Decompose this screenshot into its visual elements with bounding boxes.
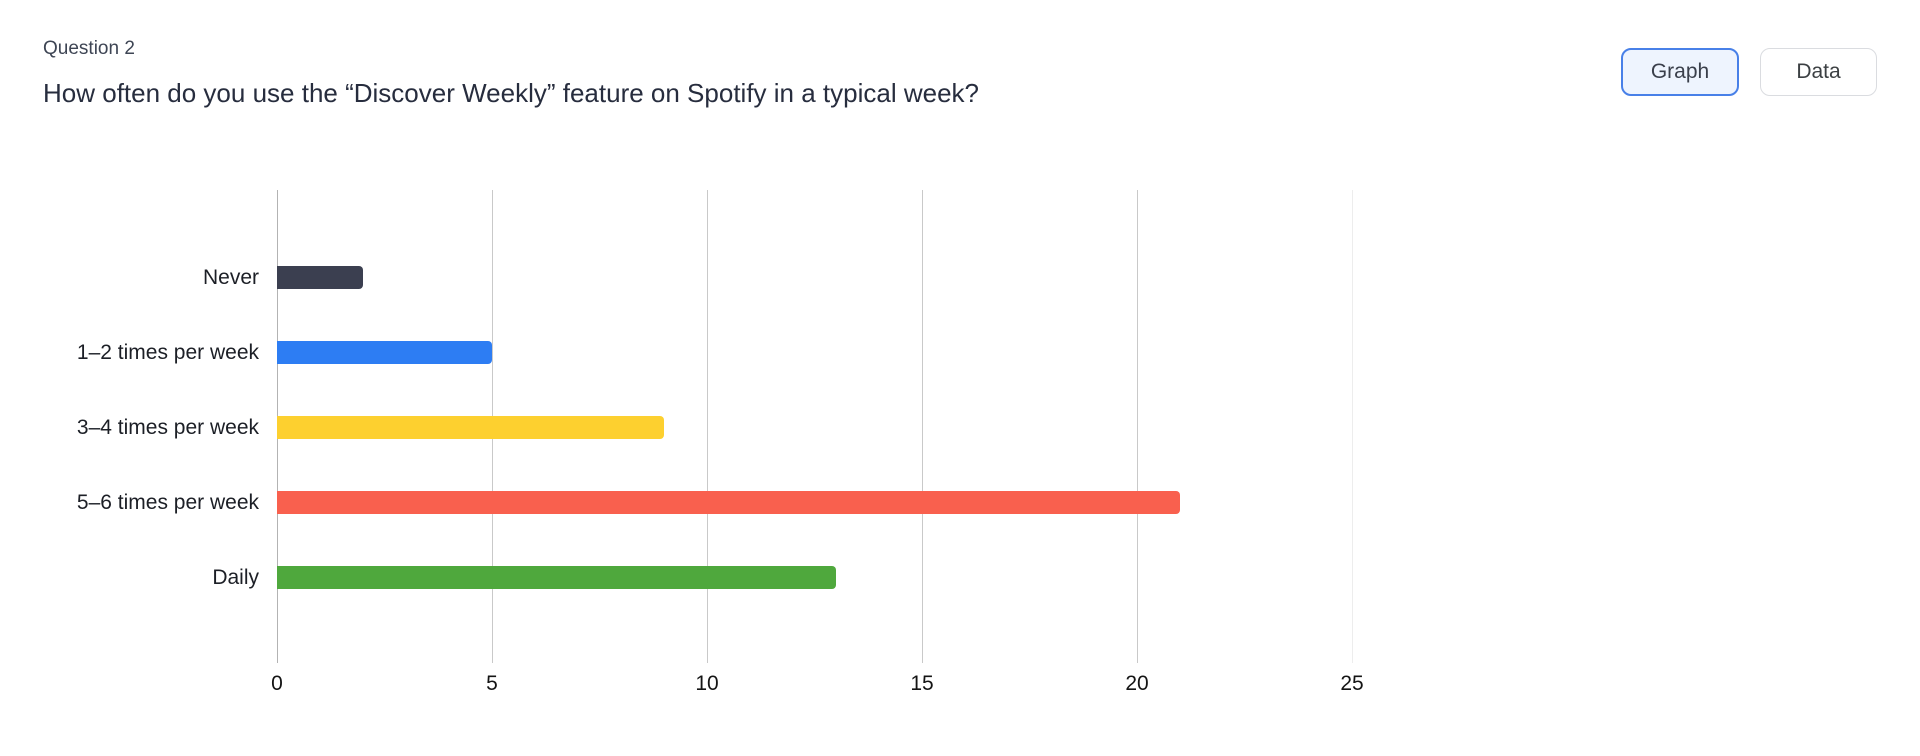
x-axis-tick-labels: 0 5 10 15 20 25 [271,672,1364,702]
category-label: Daily [212,565,259,589]
bar [277,491,1180,514]
bar [277,266,363,289]
x-tick-label-25: 25 [1340,672,1364,695]
x-tick-label-15: 15 [910,672,934,695]
bar-rows [277,240,1352,615]
gridline-10 [707,190,708,663]
x-tick-label-10: 10 [695,672,719,695]
bar-row [277,240,1352,315]
category-label: 1–2 times per week [76,340,259,364]
bar-row [277,540,1352,615]
gridline-15 [922,190,923,663]
gridline-25 [1352,190,1353,663]
bar-row [277,465,1352,540]
category-label: 5–6 times per week [76,490,259,514]
x-tick-label-0: 0 [271,672,283,695]
bar-row [277,390,1352,465]
graph-view-button[interactable]: Graph [1621,48,1739,96]
x-tick-label-20: 20 [1125,672,1149,695]
bar [277,341,492,364]
x-tick-label-5: 5 [486,672,498,695]
question-title: How often do you use the “Discover Weekl… [43,78,979,108]
category-label: 3–4 times per week [76,415,259,439]
category-labels: Never 1–2 times per week 3–4 times per wee… [0,240,259,615]
bar-chart [277,190,1353,663]
gridline-20 [1137,190,1138,663]
question-number-label: Question 2 [43,38,135,59]
bar [277,566,836,589]
bar [277,416,664,439]
bar-row [277,315,1352,390]
category-label: Never [202,265,259,289]
data-view-button[interactable]: Data [1760,48,1877,96]
